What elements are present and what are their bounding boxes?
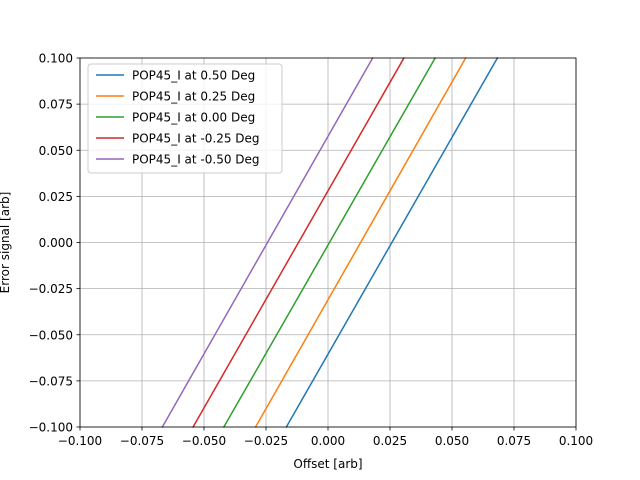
y-tick-label: −0.075 [29, 374, 73, 388]
legend-label: POP45_I at 0.00 Deg [132, 111, 255, 125]
x-tick-label: 0.050 [435, 434, 469, 448]
y-axis-ticks: −0.100 −0.075 −0.050 −0.025 0.000 0.025 0.050 0… [29, 52, 80, 435]
x-tick-label: −0.075 [120, 434, 164, 448]
series-line-0 [285, 56, 499, 429]
y-tick-label: −0.025 [29, 282, 73, 296]
series-line-1 [254, 56, 467, 429]
series-line-4 [161, 56, 374, 429]
y-tick-label: −0.100 [29, 421, 73, 435]
series-lines [161, 56, 499, 429]
legend-label: POP45_I at -0.50 Deg [132, 153, 260, 167]
x-tick-label: −0.100 [58, 434, 102, 448]
legend: POP45_I at 0.50 Deg POP45_I at 0.25 Deg PO… [87, 63, 283, 174]
x-tick-label: −0.050 [182, 434, 226, 448]
legend-label: POP45_I at -0.25 Deg [132, 132, 260, 146]
grid [79, 57, 577, 428]
x-axis-ticks: −0.100 −0.075 −0.050 −0.025 0.000 0.025 0.050 0… [58, 427, 593, 448]
series-line-3 [192, 56, 405, 429]
legend-label: POP45_I at 0.25 Deg [132, 90, 255, 104]
y-tick-label: 0.075 [39, 98, 73, 112]
x-tick-label: −0.025 [244, 434, 288, 448]
y-axis-label: Error signal [arb] [0, 192, 12, 294]
y-tick-label: −0.050 [29, 328, 73, 342]
x-tick-label: 0.000 [311, 434, 345, 448]
y-tick-label: 0.100 [39, 52, 73, 66]
series-line-2 [222, 56, 437, 429]
x-tick-label: 0.100 [559, 434, 593, 448]
y-tick-label: 0.000 [39, 236, 73, 250]
x-axis-label: Offset [arb] [293, 457, 362, 471]
y-tick-label: 0.050 [39, 144, 73, 158]
y-tick-label: 0.025 [39, 190, 73, 204]
legend-box [87, 63, 283, 174]
x-tick-label: 0.025 [373, 434, 407, 448]
x-tick-label: 0.075 [497, 434, 531, 448]
legend-label: POP45_I at 0.50 Deg [132, 69, 255, 83]
